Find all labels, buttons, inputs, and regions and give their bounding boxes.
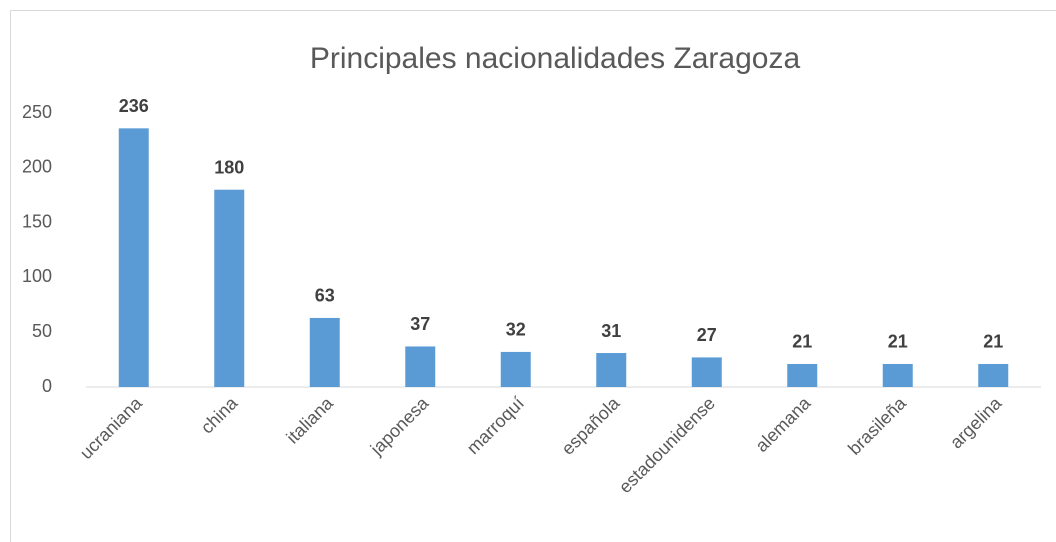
value-label: 31 bbox=[601, 321, 621, 341]
chart-frame bbox=[10, 10, 1056, 542]
value-label: 37 bbox=[410, 314, 430, 334]
y-tick-label: 100 bbox=[22, 266, 52, 286]
value-label: 180 bbox=[214, 157, 244, 177]
bar bbox=[978, 363, 1009, 387]
bar bbox=[500, 351, 531, 387]
bar bbox=[691, 357, 722, 387]
value-label: 236 bbox=[119, 96, 149, 116]
value-label: 63 bbox=[315, 286, 335, 306]
value-label: 27 bbox=[697, 325, 717, 345]
y-tick-label: 50 bbox=[32, 321, 52, 341]
y-tick-label: 250 bbox=[22, 102, 52, 122]
bar bbox=[309, 317, 340, 387]
value-label: 32 bbox=[506, 320, 526, 340]
bar bbox=[596, 353, 627, 387]
bar bbox=[118, 128, 149, 387]
bar bbox=[405, 346, 436, 387]
y-tick-label: 200 bbox=[22, 157, 52, 177]
y-tick-label: 150 bbox=[22, 211, 52, 231]
y-tick-label: 0 bbox=[42, 376, 52, 396]
value-label: 21 bbox=[983, 332, 1003, 352]
value-label: 21 bbox=[888, 332, 908, 352]
chart-title: Principales nacionalidades Zaragoza bbox=[310, 42, 801, 75]
bar bbox=[214, 189, 245, 387]
bar bbox=[787, 363, 818, 387]
bar bbox=[882, 363, 913, 387]
value-label: 21 bbox=[792, 332, 812, 352]
